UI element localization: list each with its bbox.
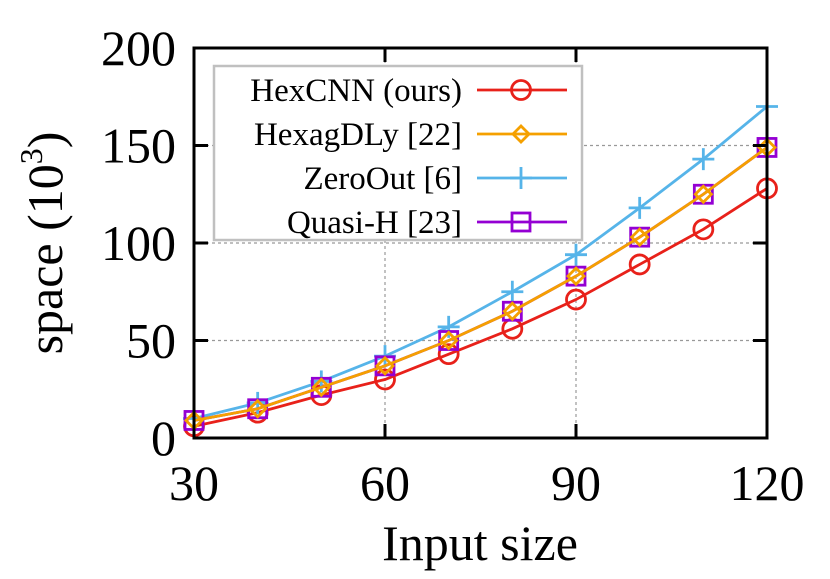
diamond-marker	[566, 266, 586, 287]
circle-marker	[692, 218, 715, 241]
legend-label: ZeroOut [6]	[303, 161, 462, 197]
y-tick-label: 150	[101, 118, 176, 174]
y-axis-title: space (103)	[13, 132, 73, 355]
legend-label: HexagDLy [22]	[254, 117, 462, 153]
diamond-marker	[502, 301, 523, 322]
legend: HexCNN (ours) HexagDLy [22] ZeroOut [6] Qua…	[212, 64, 584, 242]
x-tick-label: 60	[360, 455, 410, 511]
plus-marker	[628, 196, 651, 219]
y-tick-label: 200	[101, 20, 176, 76]
plus-marker	[510, 167, 532, 189]
diamond-marker	[629, 227, 650, 248]
axis-labels: Input size space (103)	[13, 132, 578, 571]
series-line	[193, 146, 768, 422]
series-hexagdly-22-	[184, 137, 777, 431]
x-tick-label: 30	[169, 455, 219, 511]
circle-marker	[510, 79, 532, 101]
circle-marker	[437, 343, 460, 366]
square-marker	[510, 211, 532, 233]
x-tick-label: 120	[730, 455, 805, 511]
plus-marker	[310, 370, 333, 393]
circle-marker	[628, 253, 651, 276]
plus-marker	[501, 280, 524, 303]
diamond-marker	[247, 398, 268, 419]
diamond-marker	[511, 124, 531, 144]
series-line	[193, 187, 768, 428]
legend-box	[212, 64, 584, 242]
x-axis-title: Input size	[382, 515, 578, 571]
y-tick-label: 0	[151, 410, 176, 466]
y-tick-label: 50	[126, 313, 176, 369]
axis-ticks: 0 50 100 150 200 30 60 90 120	[101, 20, 805, 511]
diamond-marker	[693, 184, 714, 205]
diamond-marker	[438, 330, 459, 351]
circle-marker	[565, 288, 587, 311]
plus-marker	[565, 243, 587, 266]
series-line	[193, 105, 768, 420]
legend-label: HexCNN (ours)	[250, 73, 462, 109]
plus-marker	[692, 148, 715, 171]
x-tick-label: 90	[551, 455, 601, 511]
diamond-marker	[375, 355, 395, 376]
diamond-marker	[311, 377, 332, 398]
legend-label: Quasi-H [23]	[287, 205, 462, 241]
plus-marker	[246, 391, 269, 414]
y-tick-label: 100	[101, 215, 176, 271]
circle-marker	[374, 368, 396, 391]
